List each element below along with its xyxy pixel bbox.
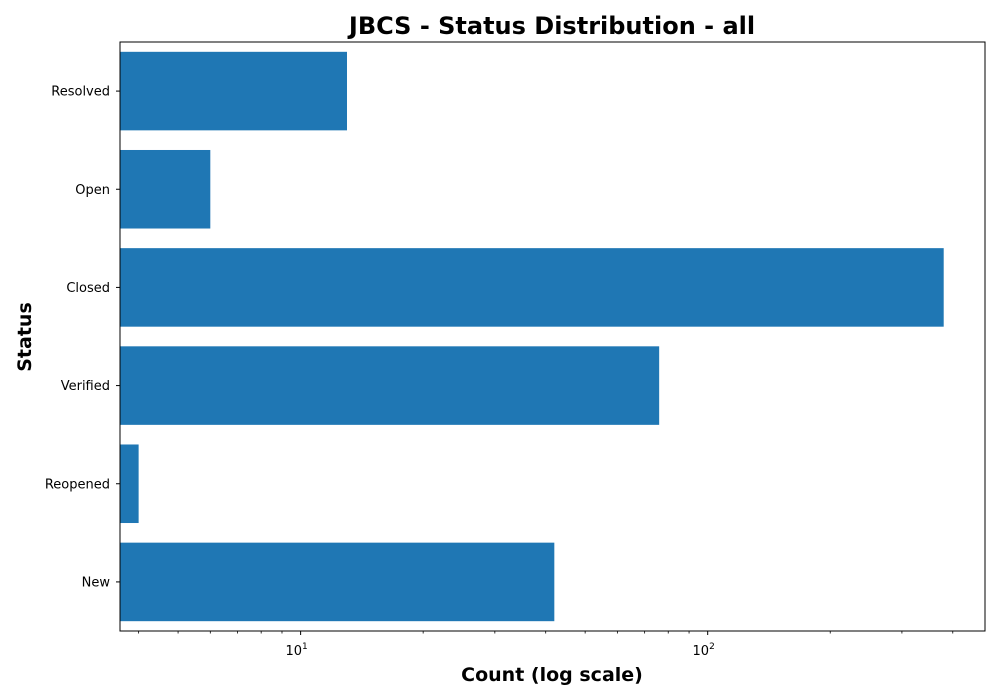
y-tick-label-closed: Closed — [66, 281, 110, 296]
x-tick-label-exponent: 2 — [709, 642, 715, 652]
y-tick-label-open: Open — [75, 183, 110, 198]
chart-title: JBCS - Status Distribution - all — [347, 12, 755, 40]
bar-reopened — [120, 444, 139, 524]
x-tick-label-base: 10 — [693, 644, 710, 659]
plot-frame — [119, 41, 986, 632]
bars-layer — [120, 51, 944, 622]
x-tick-label-base: 10 — [285, 644, 302, 659]
y-tick-label-new: New — [82, 575, 111, 590]
x-tick-label-exponent: 1 — [302, 642, 308, 652]
ticks-layer: ResolvedOpenClosedVerifiedReopenedNew101… — [45, 85, 954, 659]
x-tick-label: 101 — [285, 642, 307, 659]
y-tick-label-verified: Verified — [61, 379, 110, 394]
y-tick-label-resolved: Resolved — [51, 85, 110, 100]
y-tick-label-reopened: Reopened — [45, 477, 110, 492]
bar-closed — [120, 248, 944, 327]
x-axis-label: Count (log scale) — [461, 664, 643, 686]
bar-open — [120, 149, 211, 229]
bar-verified — [120, 346, 660, 425]
x-tick-label: 102 — [693, 642, 715, 659]
bar-new — [120, 542, 555, 622]
y-axis-label: Status — [14, 302, 36, 372]
bar-resolved — [120, 51, 347, 131]
